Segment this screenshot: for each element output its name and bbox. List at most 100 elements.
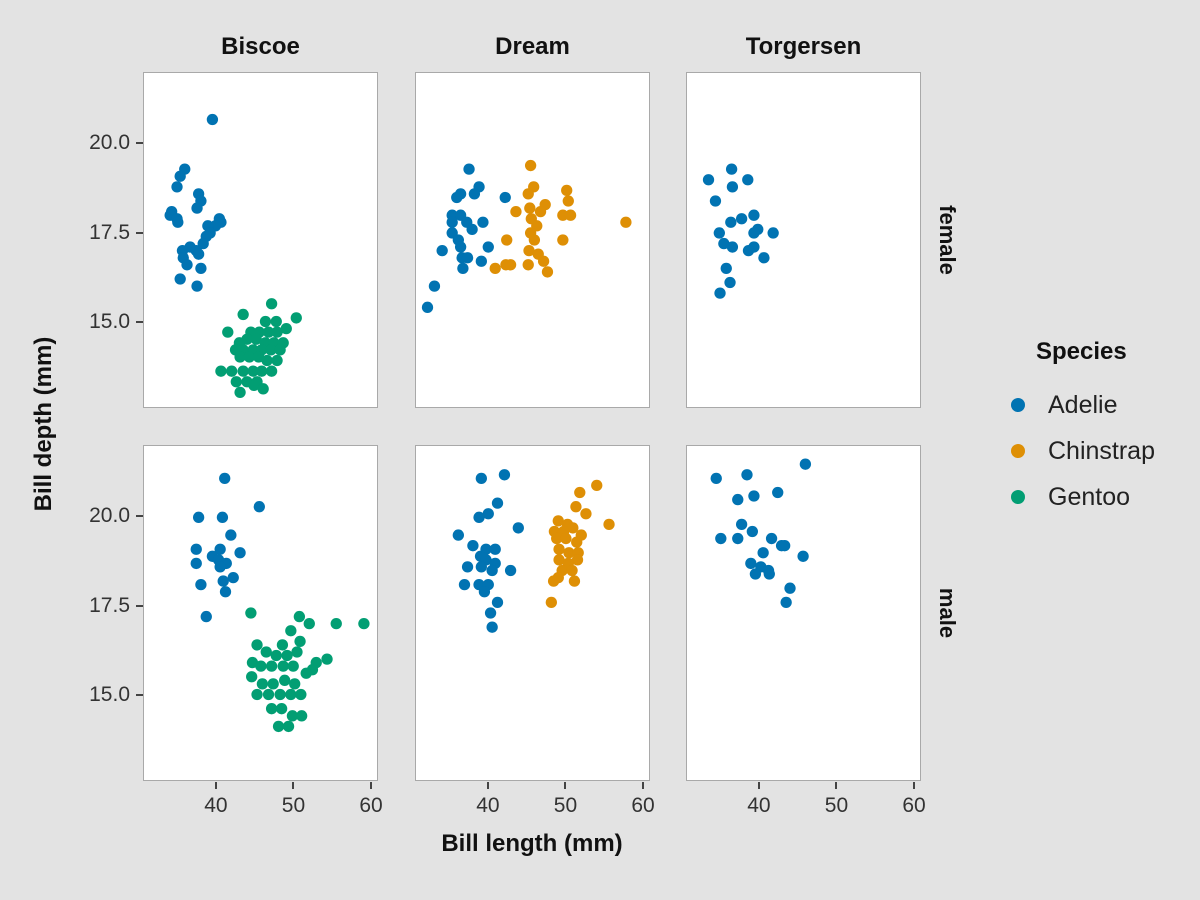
scatter-point-adelie bbox=[484, 607, 497, 619]
scatter-point-adelie bbox=[797, 550, 809, 562]
x-tick-mark bbox=[757, 782, 760, 789]
scatter-point-gentoo bbox=[265, 703, 278, 715]
scatter-point-adelie bbox=[172, 216, 184, 228]
scatter-point-chinstrap bbox=[557, 234, 569, 246]
scatter-point-gentoo bbox=[358, 617, 370, 630]
scatter-point-chinstrap bbox=[534, 205, 547, 218]
facet-column-title-biscoe: Biscoe bbox=[221, 33, 300, 60]
scatter-point-adelie bbox=[214, 543, 226, 555]
scatter-point-gentoo bbox=[287, 660, 299, 672]
scatter-point-gentoo bbox=[270, 315, 282, 328]
scatter-point-chinstrap bbox=[568, 575, 581, 587]
y-tick-label: 15.0 bbox=[89, 683, 130, 707]
scatter-point-adelie bbox=[726, 241, 739, 253]
scatter-point-adelie bbox=[463, 163, 475, 175]
scatter-point-chinstrap bbox=[551, 532, 563, 545]
scatter-point-adelie bbox=[763, 568, 775, 580]
scatter-point-chinstrap bbox=[580, 508, 592, 520]
scatter-point-gentoo bbox=[285, 688, 297, 701]
scatter-point-adelie bbox=[467, 540, 479, 552]
y-tick-mark bbox=[136, 604, 143, 607]
scatter-point-gentoo bbox=[259, 315, 272, 328]
scatter-point-gentoo bbox=[215, 365, 227, 377]
legend-label: Chinstrap bbox=[1048, 436, 1155, 465]
scatter-point-adelie bbox=[234, 547, 246, 559]
facet-row-title-male: male bbox=[935, 587, 960, 639]
scatter-point-adelie bbox=[446, 216, 458, 228]
x-tick-mark bbox=[370, 782, 373, 789]
scatter-point-adelie bbox=[504, 564, 517, 577]
y-tick-label: 17.5 bbox=[89, 593, 130, 617]
y-tick-mark bbox=[136, 515, 143, 518]
scatter-point-gentoo bbox=[321, 653, 333, 665]
scatter-point-chinstrap bbox=[560, 532, 572, 545]
scatter-point-adelie bbox=[478, 586, 491, 598]
scatter-point-adelie bbox=[195, 578, 207, 591]
scatter-point-gentoo bbox=[250, 333, 262, 345]
scatter-point-chinstrap bbox=[570, 501, 582, 513]
y-tick-mark bbox=[136, 142, 143, 145]
scatter-point-gentoo bbox=[262, 326, 275, 338]
scatter-point-adelie bbox=[735, 518, 748, 531]
y-tick-mark bbox=[136, 321, 143, 324]
scatter-point-gentoo bbox=[274, 688, 286, 701]
scatter-point-adelie bbox=[190, 557, 202, 570]
scatter-point-adelie bbox=[741, 469, 753, 481]
scatter-point-chinstrap bbox=[563, 547, 575, 559]
scatter-point-adelie bbox=[174, 273, 186, 285]
scatter-canvas bbox=[164, 113, 302, 399]
scatter-point-chinstrap bbox=[571, 554, 584, 566]
panel-torgersen-female bbox=[686, 72, 921, 408]
x-tick-label: 60 bbox=[359, 794, 383, 817]
scatter-point-adelie bbox=[451, 191, 463, 204]
scatter-point-chinstrap bbox=[591, 479, 603, 492]
scatter-point-adelie bbox=[192, 248, 205, 260]
scatter-point-chinstrap bbox=[553, 543, 565, 555]
legend-items: Adelie Chinstrap Gentoo bbox=[1000, 382, 1200, 520]
scatter-point-adelie bbox=[732, 493, 744, 506]
scatter-point-gentoo bbox=[271, 326, 283, 338]
facet-column-title-torgersen: Torgersen bbox=[745, 33, 862, 60]
scatter-point-chinstrap bbox=[522, 259, 534, 271]
scatter-point-adelie bbox=[457, 262, 469, 275]
scatter-point-adelie bbox=[253, 501, 265, 513]
scatter-point-gentoo bbox=[279, 674, 291, 686]
scatter-point-adelie bbox=[799, 458, 812, 470]
scatter-point-gentoo bbox=[257, 383, 269, 395]
x-tick-label: 60 bbox=[631, 794, 655, 817]
scatter-point-adelie bbox=[468, 188, 481, 200]
scatter-point-gentoo bbox=[270, 649, 282, 662]
scatter-point-adelie bbox=[191, 280, 203, 292]
scatter-point-chinstrap bbox=[528, 234, 541, 246]
scatter-point-adelie bbox=[745, 557, 757, 570]
scatter-point-chinstrap bbox=[504, 259, 517, 271]
legend-dot-adelie bbox=[1011, 398, 1025, 412]
scatter-point-adelie bbox=[219, 472, 231, 485]
scatter-point-adelie bbox=[486, 621, 498, 633]
scatter-point-adelie bbox=[206, 113, 219, 126]
scatter-point-adelie bbox=[718, 237, 730, 250]
scatter-point-gentoo bbox=[280, 322, 292, 335]
x-tick-mark bbox=[486, 782, 489, 789]
x-tick-label: 50 bbox=[824, 794, 849, 817]
scatter-point-gentoo bbox=[294, 635, 306, 648]
scatter-point-gentoo bbox=[272, 720, 285, 733]
scatter-point-adelie bbox=[171, 181, 183, 193]
scatter-point-adelie bbox=[428, 280, 441, 292]
legend-title: Species bbox=[1036, 338, 1127, 365]
scatter-point-gentoo bbox=[300, 667, 312, 679]
y-tick-mark bbox=[136, 694, 143, 697]
scatter-point-adelie bbox=[421, 301, 434, 313]
scatter-point-chinstrap bbox=[571, 536, 583, 548]
y-axis-label: Bill depth (mm) bbox=[30, 336, 57, 512]
scatter-point-gentoo bbox=[285, 625, 297, 637]
scatter-point-gentoo bbox=[256, 365, 268, 377]
panel-dream-female bbox=[415, 72, 650, 408]
scatter-point-adelie bbox=[489, 543, 501, 555]
legend: Species Adelie Chinstrap Gentoo bbox=[1000, 338, 1200, 520]
scatter-point-gentoo bbox=[248, 379, 260, 392]
legend-item-gentoo: Gentoo bbox=[1000, 474, 1200, 520]
scatter-point-adelie bbox=[715, 532, 727, 545]
scatter-point-chinstrap bbox=[547, 575, 560, 587]
scatter-point-chinstrap bbox=[510, 205, 522, 218]
